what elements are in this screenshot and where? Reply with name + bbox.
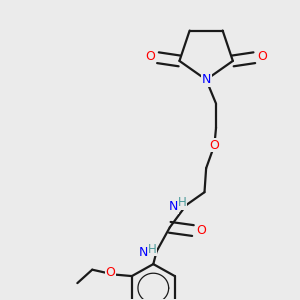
Text: O: O xyxy=(145,50,155,63)
Text: O: O xyxy=(258,50,268,63)
Text: H: H xyxy=(148,243,157,256)
Text: N: N xyxy=(139,246,148,260)
Text: O: O xyxy=(105,266,115,279)
Text: O: O xyxy=(209,139,219,152)
Text: H: H xyxy=(178,196,186,209)
Text: N: N xyxy=(168,200,178,213)
Text: N: N xyxy=(202,73,211,86)
Text: O: O xyxy=(196,224,206,237)
